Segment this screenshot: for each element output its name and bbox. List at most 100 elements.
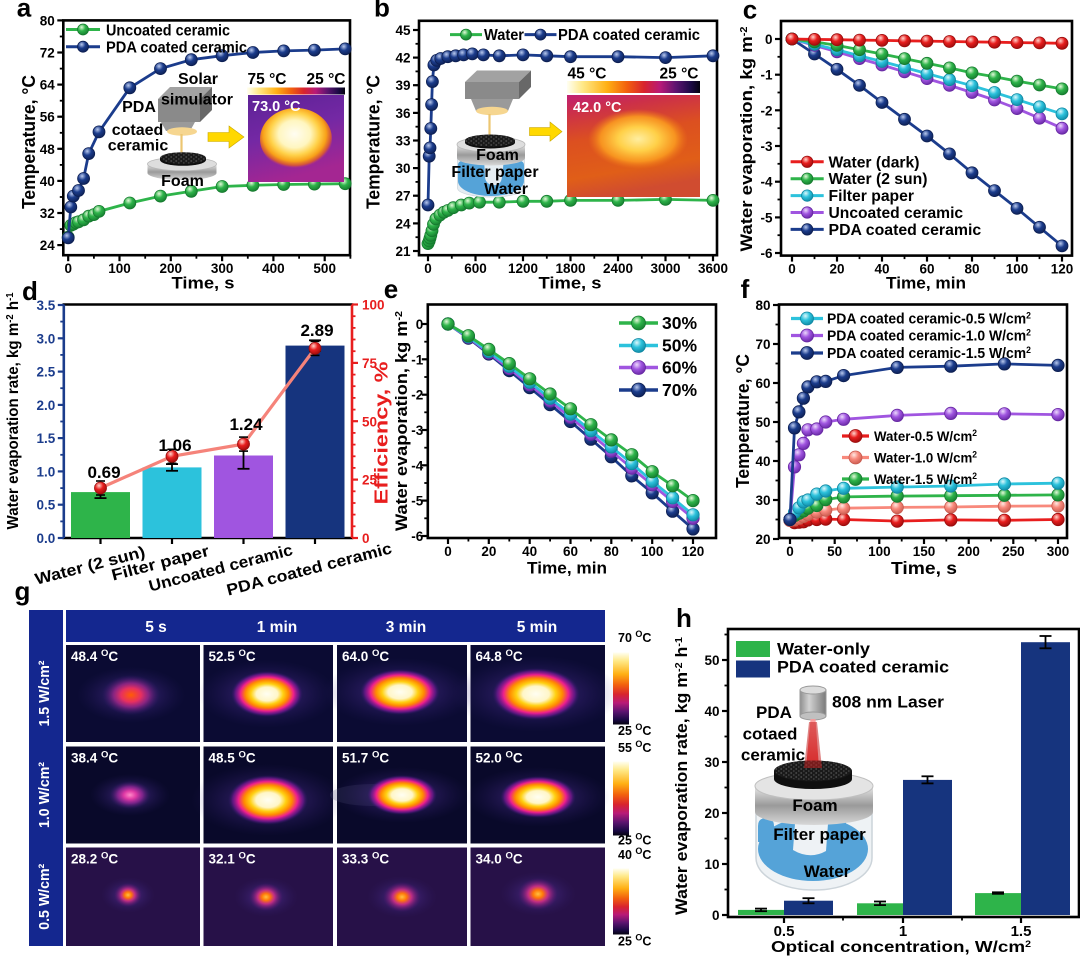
svg-text:42.0 °C: 42.0 °C <box>573 100 622 116</box>
svg-text:45: 45 <box>395 23 411 38</box>
svg-text:ceramic: ceramic <box>108 138 169 155</box>
svg-text:30: 30 <box>704 755 719 770</box>
svg-text:1200: 1200 <box>508 261 538 276</box>
svg-text:Water: Water <box>484 27 524 44</box>
svg-text:30: 30 <box>395 161 410 176</box>
svg-text:0: 0 <box>788 262 796 277</box>
svg-text:40 OC: 40 OC <box>618 846 651 862</box>
svg-text:simulator: simulator <box>161 92 233 109</box>
svg-text:32.1 OC: 32.1 OC <box>209 850 256 867</box>
svg-text:-4: -4 <box>760 175 772 190</box>
svg-text:33.3 OC: 33.3 OC <box>342 850 389 867</box>
svg-text:70%: 70% <box>662 380 697 400</box>
svg-text:1.5: 1.5 <box>1011 923 1032 940</box>
svg-text:70: 70 <box>755 337 770 352</box>
svg-text:5 s: 5 s <box>145 619 167 636</box>
svg-text:1: 1 <box>899 923 907 940</box>
svg-text:PDA coated ceramic: PDA coated ceramic <box>106 40 247 57</box>
svg-text:Water-0.5 W/cm2: Water-0.5 W/cm2 <box>874 428 977 444</box>
svg-text:d: d <box>22 276 38 306</box>
svg-text:f: f <box>741 274 750 304</box>
svg-text:3.0: 3.0 <box>37 331 56 346</box>
svg-text:Efficiency, %: Efficiency, % <box>372 362 392 505</box>
svg-text:56: 56 <box>40 110 56 125</box>
svg-text:e: e <box>384 274 398 304</box>
svg-text:Water-1.0 W/cm2: Water-1.0 W/cm2 <box>874 450 977 466</box>
svg-text:a: a <box>17 0 32 23</box>
svg-text:100: 100 <box>362 298 385 313</box>
svg-text:3000: 3000 <box>650 261 680 276</box>
svg-text:30%: 30% <box>662 313 697 333</box>
svg-text:0: 0 <box>64 261 72 276</box>
svg-text:1.06: 1.06 <box>158 436 191 455</box>
svg-text:100: 100 <box>641 544 664 559</box>
svg-text:Temperature, °C: Temperature, °C <box>733 354 753 488</box>
svg-text:Water evaporation, kg m-2: Water evaporation, kg m-2 <box>392 311 411 531</box>
svg-text:25 OC: 25 OC <box>618 933 651 949</box>
svg-text:Filter paper: Filter paper <box>829 188 915 205</box>
svg-text:Time, min: Time, min <box>886 274 966 293</box>
svg-text:25: 25 <box>362 473 378 488</box>
svg-text:0.5: 0.5 <box>37 498 56 513</box>
svg-text:40: 40 <box>522 544 537 559</box>
svg-text:0.0: 0.0 <box>37 531 56 546</box>
svg-text:3.5: 3.5 <box>37 298 56 313</box>
svg-text:80: 80 <box>40 13 55 28</box>
svg-text:0: 0 <box>765 32 773 47</box>
svg-text:PDA: PDA <box>122 99 156 116</box>
svg-text:808 nm Laser: 808 nm Laser <box>832 693 944 712</box>
svg-text:Uncoated ceramic: Uncoated ceramic <box>829 205 964 222</box>
svg-text:2.0: 2.0 <box>37 398 56 413</box>
svg-text:Time, s: Time, s <box>539 274 602 293</box>
svg-text:64: 64 <box>40 78 56 93</box>
svg-text:50%: 50% <box>662 336 697 356</box>
svg-text:60%: 60% <box>662 358 697 378</box>
svg-text:75: 75 <box>362 356 378 371</box>
svg-text:Optical concentration, W/cm2: Optical concentration, W/cm 2 <box>771 939 1031 956</box>
svg-text:25 OC: 25 OC <box>618 832 651 848</box>
svg-text:-4: -4 <box>411 458 423 473</box>
svg-text:Time, min: Time, min <box>527 559 607 578</box>
svg-text:2.89: 2.89 <box>300 321 333 340</box>
svg-text:70 OC: 70 OC <box>618 629 651 645</box>
svg-text:200: 200 <box>160 261 183 276</box>
svg-text:Water (2 sun): Water (2 sun) <box>829 171 928 188</box>
svg-text:60: 60 <box>755 376 770 391</box>
svg-text:-6: -6 <box>760 246 772 261</box>
svg-text:28.2 OC: 28.2 OC <box>71 850 118 867</box>
svg-text:40: 40 <box>40 174 55 189</box>
svg-text:25 OC: 25 OC <box>618 722 651 738</box>
svg-text:48.5 OC: 48.5 OC <box>209 749 256 766</box>
svg-text:45 °C: 45 °C <box>568 66 607 83</box>
svg-text:30: 30 <box>755 493 770 508</box>
svg-text:Water: Water <box>804 862 851 881</box>
svg-text:-5: -5 <box>760 210 772 225</box>
svg-text:-3: -3 <box>760 139 772 154</box>
svg-text:24: 24 <box>395 216 411 231</box>
svg-text:100: 100 <box>108 261 131 276</box>
svg-text:1800: 1800 <box>555 261 585 276</box>
svg-text:PDA coated ceramic: PDA coated ceramic <box>777 658 949 677</box>
svg-text:50: 50 <box>704 653 719 668</box>
svg-text:PDA coated ceramic: PDA coated ceramic <box>829 222 982 239</box>
svg-text:Water evaporation rate, kg m-2: Water evaporation rate, kg m-2 h-1 <box>673 637 691 915</box>
svg-text:ceramic: ceramic <box>741 746 805 765</box>
svg-text:120: 120 <box>682 544 705 559</box>
svg-text:Water-1.5 W/cm2: Water-1.5 W/cm2 <box>874 471 977 487</box>
svg-text:500: 500 <box>313 261 336 276</box>
svg-text:52.0 OC: 52.0 OC <box>476 749 523 766</box>
svg-text:h: h <box>676 603 692 633</box>
svg-text:48.4 OC: 48.4 OC <box>71 648 118 665</box>
svg-text:Filter paper: Filter paper <box>773 825 866 844</box>
svg-text:0.5 W/cm²: 0.5 W/cm² <box>36 864 53 930</box>
svg-text:PDA coated ceramic: PDA coated ceramic <box>558 27 700 44</box>
svg-text:Foam: Foam <box>792 796 837 815</box>
svg-text:Uncoated ceramic: Uncoated ceramic <box>106 23 230 40</box>
svg-text:cotaed: cotaed <box>743 725 798 744</box>
svg-text:20: 20 <box>481 544 496 559</box>
svg-text:PDA coated ceramic-1.5 W/cm2: PDA coated ceramic-1.5 W/cm2 <box>827 345 1031 362</box>
svg-text:300: 300 <box>1047 544 1070 559</box>
svg-text:Time, s: Time, s <box>172 274 235 293</box>
svg-text:250: 250 <box>1002 544 1025 559</box>
svg-text:34.0 OC: 34.0 OC <box>476 850 523 867</box>
